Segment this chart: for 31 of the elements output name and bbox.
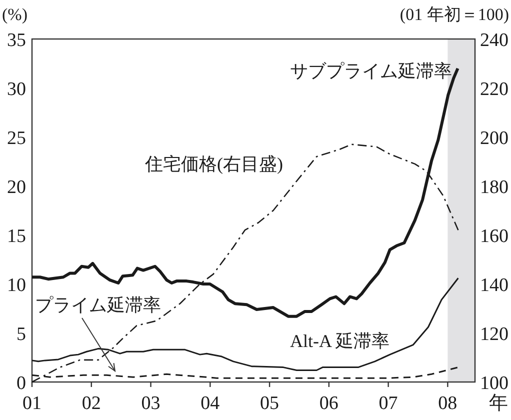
text: プライム延滞率 [35, 295, 161, 315]
x-tick-label: 08 [438, 393, 458, 414]
x-tick-label: 04 [200, 393, 220, 414]
y-tick-label: 35 [7, 30, 26, 51]
x-tick-label: 06 [319, 393, 338, 414]
y-tick-label: 25 [7, 128, 26, 149]
y-tick-label: 5 [16, 324, 26, 345]
series-label: Alt-A 延滞率 [290, 331, 390, 351]
x-tick-label: 05 [260, 393, 280, 414]
x-tick-label: 03 [141, 393, 160, 414]
y-tick-label: 30 [7, 79, 26, 100]
y2-tick-label: 160 [480, 226, 508, 247]
y-tick-label: 20 [7, 177, 26, 198]
y2-tick-label: 140 [480, 275, 508, 296]
y2-tick-label: 200 [480, 128, 508, 149]
y-tick-label: 15 [7, 226, 26, 247]
y2-tick-label: 220 [480, 79, 508, 100]
x-axis-title: 年 [489, 393, 508, 414]
series-label: 住宅価格(右目盛) [144, 154, 283, 174]
y-tick-label: 0 [16, 373, 26, 394]
y2-tick-label: 120 [480, 324, 508, 345]
series-label: サブプライム延滞率 [290, 61, 452, 81]
y2-tick-label: 240 [480, 30, 508, 51]
x-tick-label: 02 [82, 393, 101, 414]
y2-tick-label: 100 [480, 373, 508, 394]
y-axis-title: (%) [2, 5, 28, 24]
x-tick-label: 01 [22, 393, 42, 414]
y2-tick-label: 180 [480, 177, 508, 198]
y2-axis-title: (01 年初＝100) [400, 5, 509, 24]
x-tick-label: 07 [378, 393, 398, 414]
y-tick-label: 10 [7, 275, 26, 296]
